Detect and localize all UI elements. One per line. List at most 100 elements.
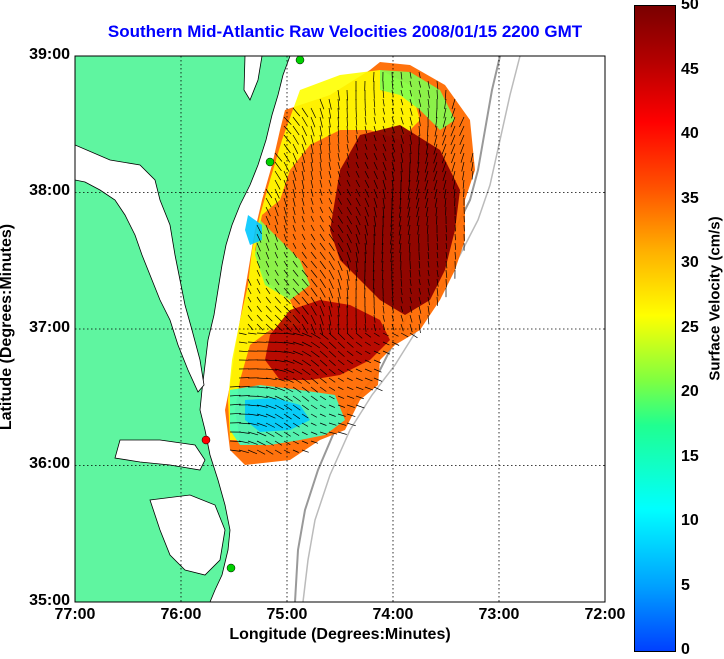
velocity-arrow: [337, 332, 346, 340]
velocity-arrow: [301, 143, 306, 155]
velocity-arrow: [435, 206, 438, 217]
velocity-arrow: [265, 206, 271, 217]
velocity-arrow: [319, 431, 328, 435]
velocity-arrow: [337, 251, 344, 262]
velocity-arrow: [229, 412, 241, 415]
velocity-arrow: [319, 242, 326, 251]
velocity-arrow: [346, 152, 350, 160]
velocity-arrow: [301, 134, 307, 146]
velocity-arrow: [292, 368, 303, 375]
velocity-arrow: [355, 377, 363, 382]
velocity-arrow: [292, 404, 301, 411]
velocity-arrow: [265, 251, 270, 260]
velocity-arrow: [373, 314, 376, 323]
velocity-arrow: [238, 449, 249, 454]
velocity-arrow: [409, 314, 413, 323]
velocity-arrow: [434, 188, 438, 199]
velocity-arrow: [355, 242, 360, 254]
velocity-arrow: [301, 377, 311, 385]
velocity-arrow: [301, 197, 305, 206]
velocity-arrow: [310, 107, 317, 119]
velocity-arrow: [328, 125, 331, 137]
velocity-arrow: [292, 395, 301, 402]
velocity-arrow: [319, 125, 323, 137]
velocity-arrow: [247, 287, 252, 295]
velocity-arrow: [381, 251, 384, 263]
velocity-arrow: [373, 251, 375, 263]
velocity-arrow: [346, 206, 352, 215]
velocity-arrow: [408, 233, 411, 244]
velocity-arrow: [382, 98, 385, 107]
velocity-arrow: [310, 161, 314, 172]
velocity-arrow: [319, 179, 323, 188]
velocity-arrow: [337, 143, 340, 153]
velocity-arrow: [415, 188, 420, 200]
velocity-arrow: [391, 80, 394, 89]
velocity-arrow: [265, 296, 271, 304]
velocity-arrow: [445, 260, 448, 269]
velocity-arrow: [292, 359, 303, 366]
velocity-arrow: [346, 242, 352, 253]
velocity-arrow: [337, 125, 340, 136]
velocity-arrow: [292, 188, 296, 199]
velocity-arrow: [346, 161, 350, 169]
velocity-arrow: [454, 224, 456, 232]
velocity-arrow: [274, 422, 284, 429]
velocity-arrow: [256, 278, 261, 285]
velocity-arrow: [256, 431, 267, 437]
velocity-arrow: [292, 215, 296, 224]
velocity-arrow: [238, 341, 248, 344]
velocity-arrow: [274, 386, 286, 392]
velocity-arrow: [301, 152, 306, 164]
velocity-arrow: [310, 413, 317, 418]
velocity-arrow: [328, 98, 332, 110]
velocity-arrow: [417, 233, 420, 244]
velocity-arrow: [451, 98, 456, 110]
velocity-arrow: [319, 260, 327, 270]
velocity-arrow: [459, 125, 465, 137]
velocity-arrow: [328, 161, 331, 170]
velocity-arrow: [400, 278, 403, 287]
velocity-arrow: [427, 287, 430, 296]
velocity-arrow: [265, 233, 270, 243]
velocity-arrow: [292, 260, 298, 268]
velocity-arrow: [373, 305, 376, 315]
velocity-arrow: [328, 341, 337, 349]
velocity-arrow: [346, 224, 353, 234]
velocity-arrow: [400, 305, 404, 313]
velocity-arrow: [292, 332, 304, 337]
velocity-arrow: [382, 116, 386, 123]
velocity-arrow: [283, 431, 291, 437]
velocity-arrow: [265, 215, 271, 226]
station-marker: [201, 435, 211, 445]
velocity-arrow: [238, 395, 250, 397]
velocity-arrow: [310, 278, 318, 288]
velocity-arrow: [390, 251, 393, 263]
velocity-arrow: [427, 224, 429, 234]
velocity-arrow: [355, 197, 361, 207]
velocity-arrow: [355, 134, 358, 143]
velocity-arrow: [301, 431, 308, 436]
colorbar-tick: 5: [681, 577, 690, 594]
velocity-arrow: [450, 143, 456, 155]
velocity-arrow: [373, 386, 383, 392]
velocity-arrow: [265, 278, 270, 285]
velocity-arrow: [372, 260, 375, 272]
colorbar-tick: 15: [681, 448, 699, 465]
velocity-arrow: [382, 332, 389, 337]
velocity-arrow: [292, 323, 300, 333]
velocity-arrow: [337, 233, 344, 243]
velocity-arrow: [292, 116, 300, 126]
velocity-arrow: [443, 107, 447, 119]
velocity-arrow: [292, 269, 299, 277]
velocity-arrow: [450, 134, 456, 146]
x-tick-label: 73:00: [478, 606, 520, 623]
velocity-arrow: [445, 269, 448, 278]
velocity-arrow: [459, 116, 465, 128]
velocity-arrow: [265, 332, 276, 334]
velocity-arrow: [283, 134, 292, 144]
velocity-arrow: [265, 404, 277, 410]
velocity-arrow: [355, 170, 360, 178]
velocity-arrow: [346, 188, 352, 196]
velocity-arrow: [390, 224, 393, 236]
